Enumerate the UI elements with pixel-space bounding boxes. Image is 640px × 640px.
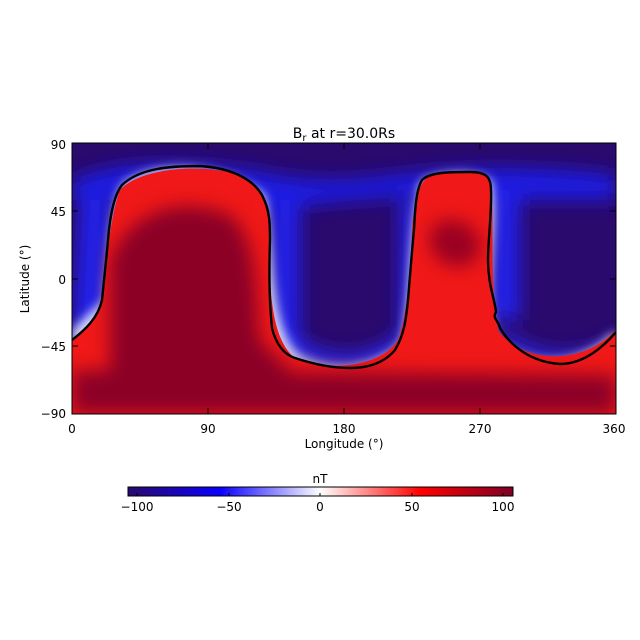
svg-text:−45: −45 [41,340,66,354]
svg-text:−90: −90 [41,407,66,421]
svg-text:90: 90 [51,138,66,152]
svg-text:0: 0 [68,422,76,436]
svg-text:360: 360 [603,422,626,436]
heatmap [72,143,616,414]
svg-text:45: 45 [51,205,66,219]
svg-text:100: 100 [492,500,515,514]
x-tick-labels: 0 90 180 270 360 [68,422,625,436]
y-tick-labels: 90 45 0 −45 −90 [41,138,66,421]
svg-text:270: 270 [469,422,492,436]
colorbar-tick-labels: −100 −50 0 50 100 [121,500,515,514]
colorbar-label: nT [313,472,329,486]
x-ticks [207,143,481,414]
svg-text:90: 90 [200,422,215,436]
chart-title: Br at r=30.0Rs [293,126,395,144]
y-axis-label: Latitude (°) [18,245,32,314]
svg-text:−50: −50 [216,500,241,514]
y-ticks [72,210,616,347]
svg-text:50: 50 [404,500,419,514]
x-axis-label: Longitude (°) [305,437,384,451]
svg-text:0: 0 [316,500,324,514]
zero-contour [72,164,616,370]
svg-text:180: 180 [333,422,356,436]
colorbar-ticks [136,493,504,496]
svg-text:−100: −100 [121,500,154,514]
svg-text:0: 0 [58,273,66,287]
